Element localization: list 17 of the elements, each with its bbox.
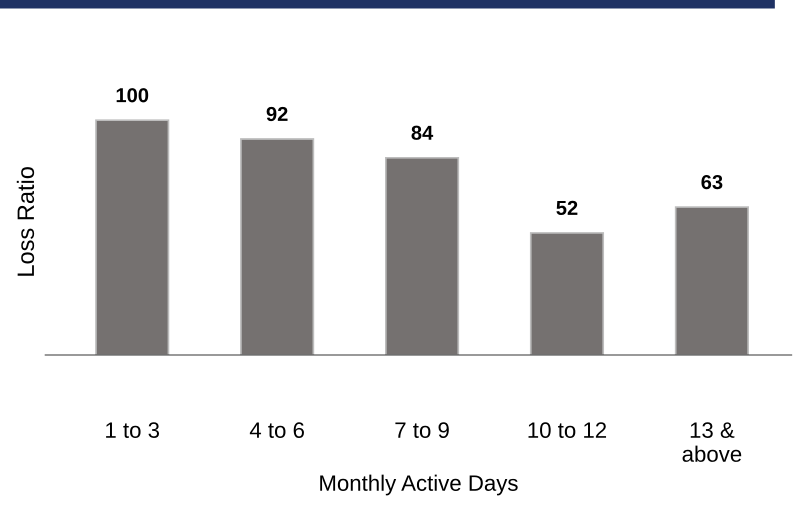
x-tick-label: 13 & above [682,422,742,462]
data-label: 63 [701,174,722,190]
x-axis-title: Monthly Active Days [320,474,518,496]
data-label: 92 [266,106,288,122]
x-tick-label: 4 to 6 [250,422,304,438]
bar [95,119,170,355]
bar [240,138,314,355]
x-tick-label: 10 to 12 [528,422,606,438]
bar [530,232,604,355]
data-label: 52 [556,200,578,216]
y-axis-title: Loss Ratio [16,167,34,276]
x-tick-label: 7 to 9 [395,422,449,438]
bar [384,156,460,355]
x-tick-label: 1 to 3 [106,422,160,438]
data-label: 84 [412,126,434,140]
bar [674,206,749,355]
data-label: 100 [116,88,148,102]
